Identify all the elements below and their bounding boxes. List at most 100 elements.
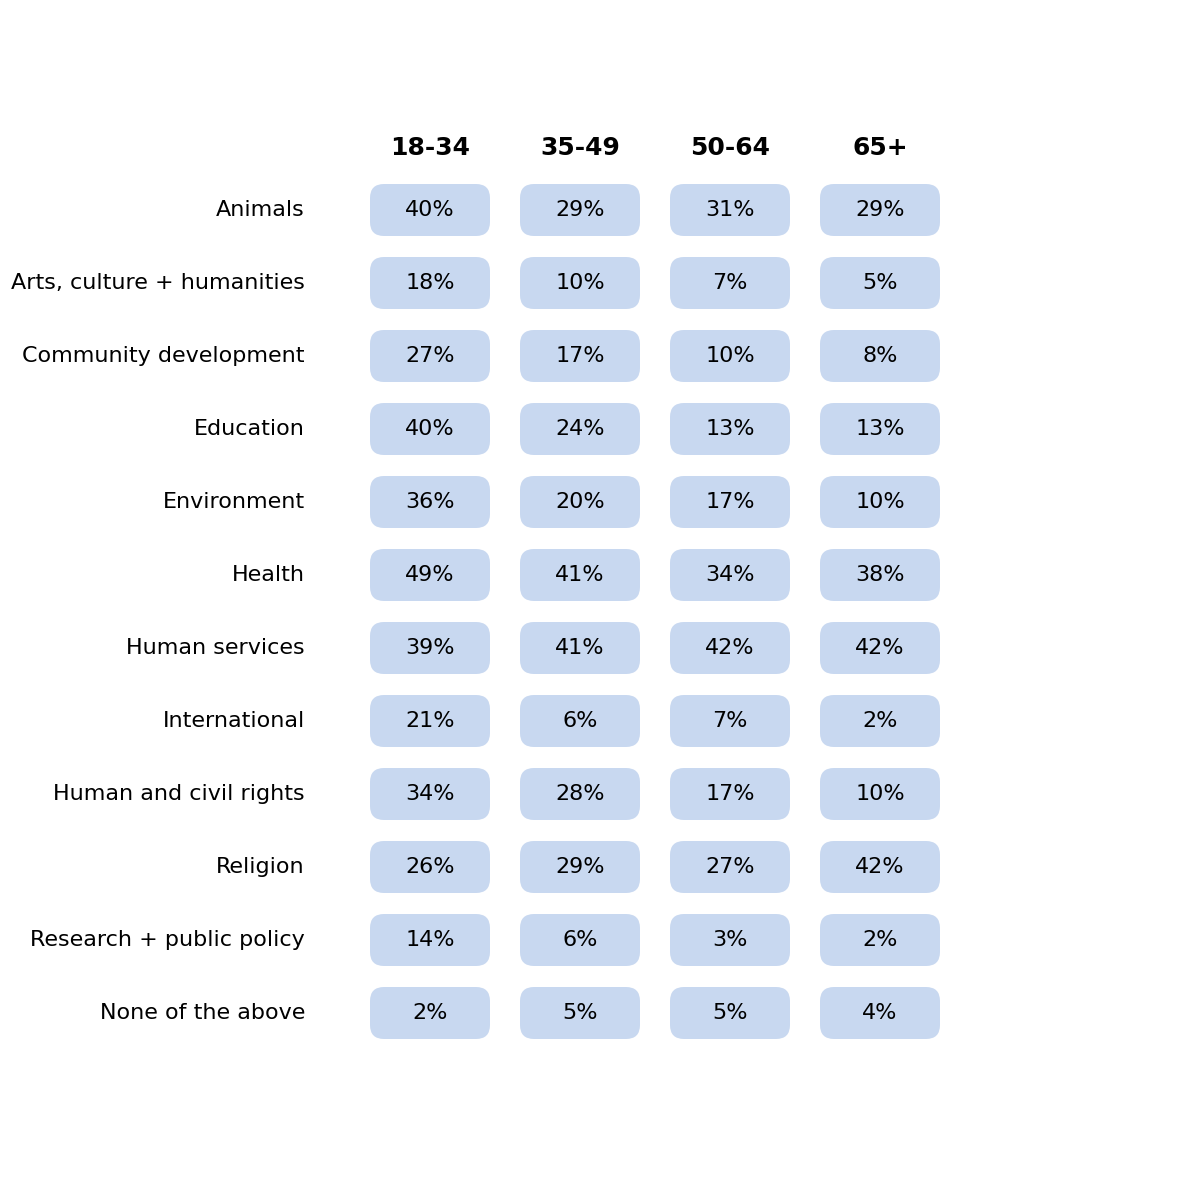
Text: 42%: 42% bbox=[856, 638, 905, 658]
Text: Arts, culture + humanities: Arts, culture + humanities bbox=[11, 272, 305, 293]
Text: None of the above: None of the above bbox=[100, 1003, 305, 1022]
Text: 29%: 29% bbox=[556, 857, 605, 877]
Text: 21%: 21% bbox=[406, 710, 455, 731]
FancyBboxPatch shape bbox=[520, 841, 640, 893]
FancyBboxPatch shape bbox=[370, 257, 490, 308]
FancyBboxPatch shape bbox=[820, 768, 940, 820]
FancyBboxPatch shape bbox=[670, 841, 790, 893]
FancyBboxPatch shape bbox=[820, 841, 940, 893]
FancyBboxPatch shape bbox=[670, 330, 790, 382]
Text: Human and civil rights: Human and civil rights bbox=[53, 784, 305, 804]
Text: 29%: 29% bbox=[856, 200, 905, 220]
Text: 40%: 40% bbox=[406, 419, 455, 439]
FancyBboxPatch shape bbox=[820, 476, 940, 528]
Text: 34%: 34% bbox=[706, 565, 755, 584]
Text: 26%: 26% bbox=[406, 857, 455, 877]
Text: 13%: 13% bbox=[856, 419, 905, 439]
FancyBboxPatch shape bbox=[370, 841, 490, 893]
FancyBboxPatch shape bbox=[520, 550, 640, 601]
FancyBboxPatch shape bbox=[820, 257, 940, 308]
FancyBboxPatch shape bbox=[670, 622, 790, 674]
Text: 3%: 3% bbox=[713, 930, 748, 950]
Text: 18%: 18% bbox=[406, 272, 455, 293]
FancyBboxPatch shape bbox=[820, 550, 940, 601]
FancyBboxPatch shape bbox=[370, 695, 490, 746]
FancyBboxPatch shape bbox=[820, 914, 940, 966]
FancyBboxPatch shape bbox=[520, 476, 640, 528]
Text: 41%: 41% bbox=[556, 565, 605, 584]
FancyBboxPatch shape bbox=[370, 330, 490, 382]
Text: 8%: 8% bbox=[863, 346, 898, 366]
Text: 39%: 39% bbox=[406, 638, 455, 658]
Text: 35-49: 35-49 bbox=[540, 136, 620, 160]
FancyBboxPatch shape bbox=[370, 622, 490, 674]
Text: 38%: 38% bbox=[856, 565, 905, 584]
FancyBboxPatch shape bbox=[520, 914, 640, 966]
Text: 5%: 5% bbox=[863, 272, 898, 293]
Text: 24%: 24% bbox=[556, 419, 605, 439]
Text: Environment: Environment bbox=[163, 492, 305, 512]
Text: 6%: 6% bbox=[563, 710, 598, 731]
FancyBboxPatch shape bbox=[670, 695, 790, 746]
Text: Education: Education bbox=[194, 419, 305, 439]
FancyBboxPatch shape bbox=[370, 768, 490, 820]
Text: Religion: Religion bbox=[216, 857, 305, 877]
Text: 40%: 40% bbox=[406, 200, 455, 220]
Text: 7%: 7% bbox=[713, 272, 748, 293]
Text: 5%: 5% bbox=[713, 1003, 748, 1022]
Text: 17%: 17% bbox=[706, 784, 755, 804]
Text: 41%: 41% bbox=[556, 638, 605, 658]
Text: 4%: 4% bbox=[863, 1003, 898, 1022]
Text: 10%: 10% bbox=[856, 492, 905, 512]
FancyBboxPatch shape bbox=[520, 184, 640, 236]
FancyBboxPatch shape bbox=[670, 184, 790, 236]
FancyBboxPatch shape bbox=[520, 403, 640, 455]
FancyBboxPatch shape bbox=[670, 914, 790, 966]
Text: 17%: 17% bbox=[556, 346, 605, 366]
Text: 7%: 7% bbox=[713, 710, 748, 731]
Text: 65+: 65+ bbox=[852, 136, 908, 160]
FancyBboxPatch shape bbox=[670, 768, 790, 820]
Text: 5%: 5% bbox=[563, 1003, 598, 1022]
Text: 10%: 10% bbox=[706, 346, 755, 366]
FancyBboxPatch shape bbox=[370, 986, 490, 1039]
Text: 49%: 49% bbox=[406, 565, 455, 584]
Text: 13%: 13% bbox=[706, 419, 755, 439]
FancyBboxPatch shape bbox=[820, 330, 940, 382]
FancyBboxPatch shape bbox=[370, 403, 490, 455]
FancyBboxPatch shape bbox=[520, 695, 640, 746]
Text: Human services: Human services bbox=[126, 638, 305, 658]
FancyBboxPatch shape bbox=[820, 622, 940, 674]
FancyBboxPatch shape bbox=[520, 330, 640, 382]
Text: 6%: 6% bbox=[563, 930, 598, 950]
Text: 18-34: 18-34 bbox=[390, 136, 470, 160]
FancyBboxPatch shape bbox=[670, 986, 790, 1039]
FancyBboxPatch shape bbox=[820, 695, 940, 746]
FancyBboxPatch shape bbox=[520, 622, 640, 674]
FancyBboxPatch shape bbox=[520, 768, 640, 820]
FancyBboxPatch shape bbox=[820, 184, 940, 236]
Text: 27%: 27% bbox=[706, 857, 755, 877]
Text: International: International bbox=[163, 710, 305, 731]
FancyBboxPatch shape bbox=[670, 403, 790, 455]
Text: Health: Health bbox=[232, 565, 305, 584]
Text: 14%: 14% bbox=[406, 930, 455, 950]
Text: 28%: 28% bbox=[556, 784, 605, 804]
Text: 42%: 42% bbox=[856, 857, 905, 877]
FancyBboxPatch shape bbox=[520, 257, 640, 308]
FancyBboxPatch shape bbox=[820, 986, 940, 1039]
Text: 2%: 2% bbox=[863, 710, 898, 731]
FancyBboxPatch shape bbox=[370, 914, 490, 966]
FancyBboxPatch shape bbox=[520, 986, 640, 1039]
Text: 29%: 29% bbox=[556, 200, 605, 220]
FancyBboxPatch shape bbox=[670, 550, 790, 601]
Text: 50-64: 50-64 bbox=[690, 136, 770, 160]
FancyBboxPatch shape bbox=[670, 257, 790, 308]
Text: 42%: 42% bbox=[706, 638, 755, 658]
Text: 20%: 20% bbox=[556, 492, 605, 512]
FancyBboxPatch shape bbox=[670, 476, 790, 528]
Text: 10%: 10% bbox=[856, 784, 905, 804]
Text: Community development: Community development bbox=[23, 346, 305, 366]
Text: 2%: 2% bbox=[413, 1003, 448, 1022]
Text: 27%: 27% bbox=[406, 346, 455, 366]
